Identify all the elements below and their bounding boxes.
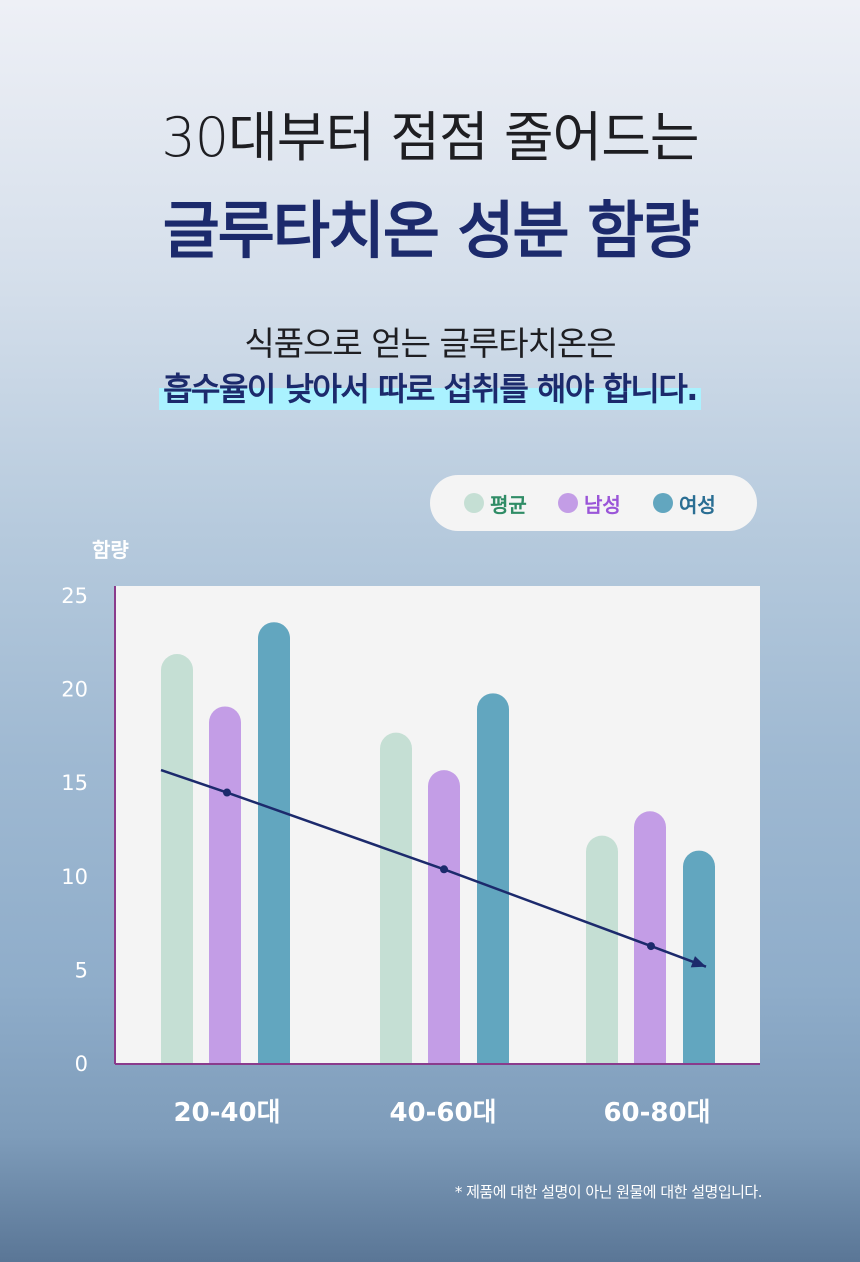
bar-female-2 <box>477 693 509 1064</box>
trend-point <box>440 865 448 874</box>
legend-item-average: 평균 <box>464 490 527 517</box>
y-tick-label: 20 <box>61 678 88 702</box>
legend-item-male: 남성 <box>558 490 621 517</box>
y-tick-label: 15 <box>61 771 88 795</box>
bar-average-3 <box>586 835 618 1064</box>
legend-dot-male <box>558 493 578 513</box>
y-tick-label: 25 <box>61 584 88 608</box>
chart-legend: 평균 남성 여성 <box>430 475 757 531</box>
legend-label-average: 평균 <box>490 492 527 517</box>
bar-average-2 <box>380 732 412 1064</box>
subtitle-line-2: 흡수율이 낮아서 따로 섭취를 해야 합니다. <box>159 364 701 410</box>
subtitle-line-1: 식품으로 얻는 글루타치온은 <box>244 324 616 363</box>
legend-label-female: 여성 <box>679 492 716 517</box>
y-tick-label: 5 <box>75 958 88 982</box>
legend-dot-average <box>464 493 484 513</box>
y-tick-label: 10 <box>61 865 88 889</box>
legend-dot-female <box>653 493 673 513</box>
bar-female-3 <box>683 850 715 1064</box>
bar-male-1 <box>209 706 241 1064</box>
trend-point <box>647 942 655 951</box>
footnote: * 제품에 대한 설명이 아닌 원물에 대한 설명입니다. <box>454 1183 763 1201</box>
legend-label-male: 남성 <box>584 492 621 517</box>
x-category-label: 20-40대 <box>173 1098 280 1128</box>
y-tick-label: 0 <box>75 1052 88 1076</box>
y-axis-label: 함량 <box>92 538 129 562</box>
title-line-1: 30대부터 점점 줄어드는 <box>161 106 699 169</box>
bar-male-2 <box>428 770 460 1064</box>
legend-item-female: 여성 <box>653 490 716 517</box>
bar-female-1 <box>258 622 290 1064</box>
x-category-label: 40-60대 <box>389 1098 496 1128</box>
subtitle-line-2-wrapper: 흡수율이 낮아서 따로 섭취를 해야 합니다. <box>0 364 860 410</box>
trend-arrowhead <box>690 956 706 968</box>
trend-point <box>223 788 231 797</box>
bar-male-3 <box>634 811 666 1064</box>
bar-average-1 <box>161 654 193 1064</box>
title-line-2: 글루타치온 성분 함량 <box>162 194 700 267</box>
x-category-label: 60-80대 <box>603 1098 710 1128</box>
